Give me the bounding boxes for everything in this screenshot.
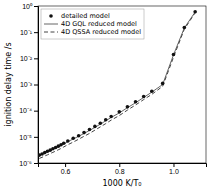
legend-item: detailed model (49, 12, 110, 20)
legend-label: detailed model (61, 12, 110, 20)
y-tick-label: 10⁻⁴ (19, 107, 32, 114)
x-axis-title: 1000 K/T₀ (103, 179, 142, 188)
y-tick: 10⁻² (20, 55, 38, 62)
x-tick-mark (65, 163, 66, 167)
chart: 0.6 0.8 1.0 10⁻⁶ 10⁻⁵ 10⁻⁴ 10⁻³ 10⁻² 10⁻¹ 10⁰ 1000… (0, 0, 214, 189)
legend-label: 4D QSSA reduced model (61, 28, 141, 36)
y-tick-label: 10⁻⁶ (19, 160, 32, 167)
y-tick-mark (34, 58, 38, 59)
y-tick-mark (34, 85, 38, 86)
data-point (172, 53, 176, 57)
data-point (93, 125, 97, 129)
x-tick-label: 1.0 (169, 168, 179, 175)
data-point (183, 26, 187, 30)
data-point (150, 89, 154, 93)
y-tick-mark (34, 111, 38, 112)
y-axis-title: ignition delay time /s (4, 42, 13, 126)
x-axis-line (39, 164, 207, 168)
data-line (39, 13, 195, 159)
x-axis: 0.6 0.8 1.0 (39, 163, 207, 175)
data-point (117, 110, 121, 114)
y-axis: 10⁻⁶ 10⁻⁵ 10⁻⁴ 10⁻³ 10⁻² 10⁻¹ 10⁰ (19, 3, 38, 167)
data-point (134, 100, 138, 104)
data-point (77, 134, 81, 138)
data-point (71, 136, 75, 140)
data-line (39, 12, 195, 155)
x-tick-mark (119, 163, 120, 167)
data-point (82, 131, 86, 135)
data-point (109, 115, 113, 119)
y-tick-label: 10⁻³ (20, 81, 33, 88)
data-point (66, 139, 70, 143)
legend-symbol (44, 24, 58, 25)
data-point (142, 95, 146, 99)
y-tick: 10⁰ (22, 3, 38, 10)
scatter-series (38, 10, 197, 157)
y-tick: 10⁻⁶ (19, 160, 38, 167)
data-point (62, 141, 66, 145)
data-point (126, 105, 130, 109)
legend-symbol (44, 32, 58, 33)
legend: detailed model4D GQL reduced model4D QSS… (41, 9, 144, 39)
legend-frame (41, 9, 144, 39)
y-tick: 10⁻⁵ (19, 134, 38, 141)
y-axis-line (34, 7, 39, 164)
x-tick-label: 0.6 (61, 168, 71, 175)
y-tick-mark (34, 163, 38, 164)
x-tick: 1.0 (169, 163, 179, 175)
data-point (161, 82, 165, 86)
data-point (193, 10, 197, 14)
y-tick-label: 10⁻⁵ (19, 134, 32, 141)
plot-area (38, 10, 197, 158)
y-tick-mark (34, 32, 38, 33)
y-tick-mark (34, 137, 38, 138)
y-tick: 10⁻⁴ (19, 107, 38, 114)
x-tick: 0.6 (61, 163, 71, 175)
legend-item: 4D QSSA reduced model (44, 28, 141, 36)
y-tick: 10⁻¹ (20, 29, 38, 36)
y-tick-label: 10⁻² (20, 55, 33, 62)
y-tick-mark (34, 6, 38, 7)
legend-item: 4D GQL reduced model (44, 20, 137, 28)
x-tick-mark (173, 163, 174, 167)
data-point (99, 121, 103, 125)
plot-frame (38, 6, 206, 163)
x-tick: 0.8 (115, 163, 125, 175)
data-point (104, 118, 108, 122)
legend-symbol (49, 14, 53, 18)
y-tick: 10⁻³ (20, 81, 38, 88)
x-tick-label: 0.8 (115, 168, 125, 175)
legend-label: 4D GQL reduced model (61, 20, 137, 28)
y-tick-label: 10⁰ (22, 3, 33, 10)
data-point (88, 128, 92, 132)
y-tick-label: 10⁻¹ (20, 29, 33, 36)
